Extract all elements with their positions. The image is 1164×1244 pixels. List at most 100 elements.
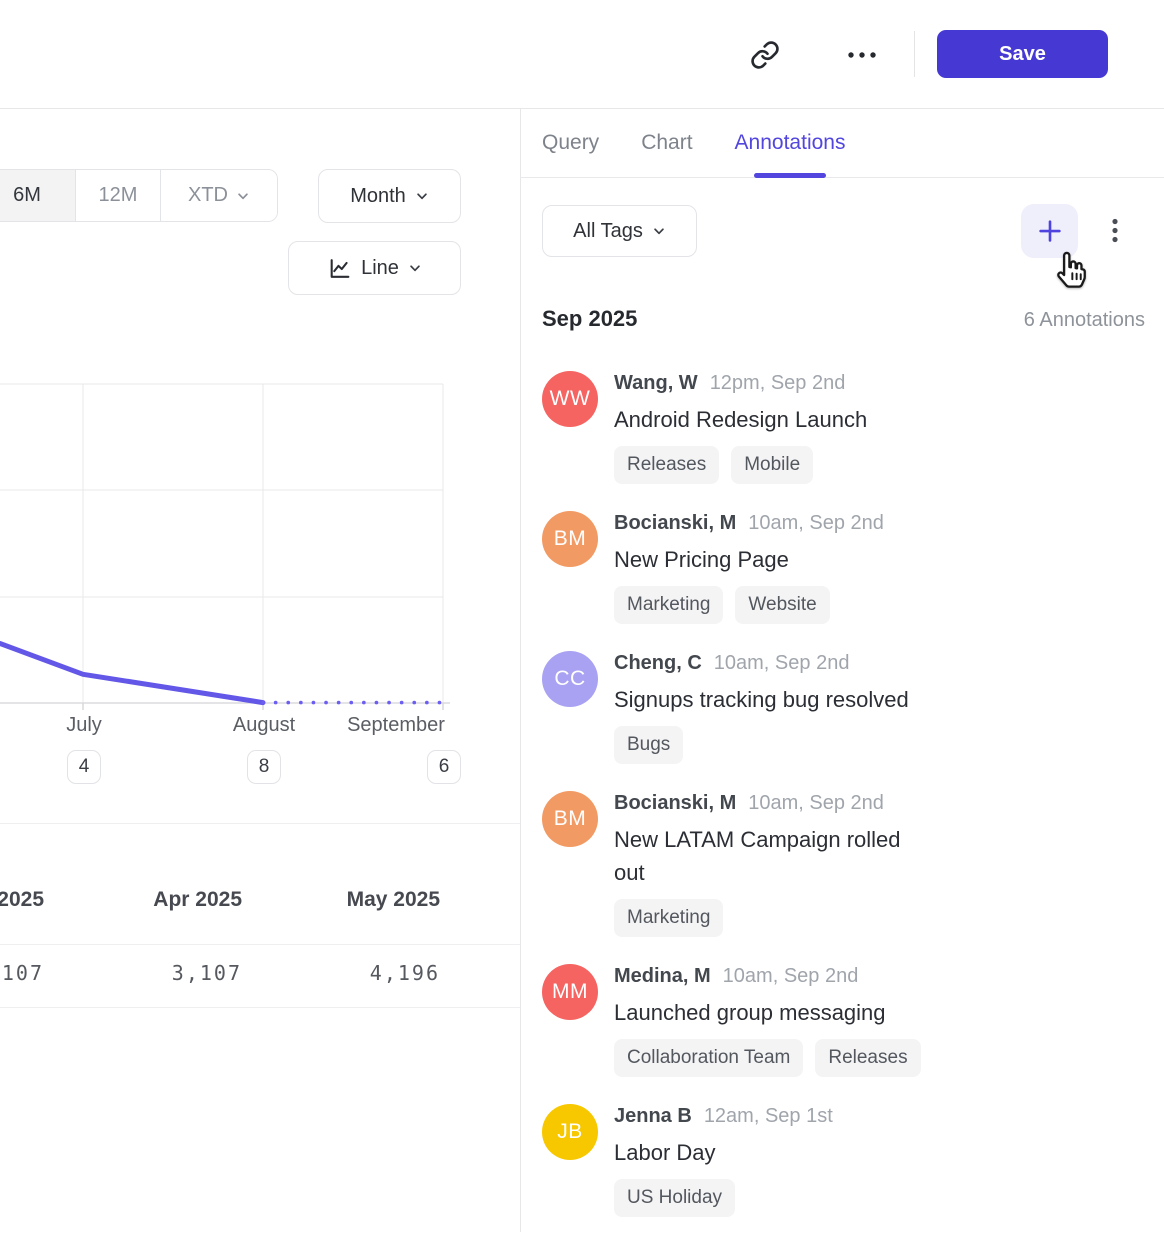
interval-dropdown[interactable]: Month (318, 169, 461, 223)
annotation-head: Bocianski, M 10am, Sep 2nd (614, 511, 1144, 537)
table-header-separator (0, 944, 520, 945)
annotation-author: Wang, W (614, 372, 698, 394)
annotation-timestamp: 10am, Sep 2nd (722, 965, 859, 987)
x-axis-label: July (66, 714, 102, 736)
panel-top-border (0, 108, 1164, 109)
chart-gridlines (0, 383, 444, 703)
annotation-tag[interactable]: US Holiday (614, 1179, 736, 1217)
annotation-title: New Pricing Page (614, 547, 789, 572)
all-tags-dropdown[interactable]: All Tags (542, 205, 697, 257)
annotation-head: Medina, M 10am, Sep 2nd (614, 964, 1144, 990)
chart-type-label: Line (361, 256, 399, 279)
range-button-12m[interactable]: 12M (75, 170, 160, 221)
annotation-tag[interactable]: Mobile (731, 446, 814, 484)
annotation-item[interactable]: BM Bocianski, M 10am, Sep 2nd New Pricing P… (542, 511, 1144, 624)
annotation-item[interactable]: CC Cheng, C 10am, Sep 2nd Signups tracking … (542, 651, 1144, 764)
annotation-body: Bocianski, M 10am, Sep 2nd New Pricing Pag… (614, 511, 1144, 624)
annotation-body: Wang, W 12pm, Sep 2nd Android Redesign Lau… (614, 371, 1144, 484)
annotation-item[interactable]: WW Wang, W 12pm, Sep 2nd Android Redesign L… (542, 371, 1144, 484)
x-axis-labels: July August September (0, 714, 470, 740)
chevron-down-icon (417, 193, 427, 200)
x-axis-label: August (232, 714, 296, 736)
chevron-down-icon (238, 192, 248, 199)
annotations-month-row: Sep 2025 6 Annotations (542, 306, 1145, 332)
panel-divider (520, 108, 521, 1232)
annotation-tag[interactable]: Releases (815, 1039, 921, 1077)
annotation-body: Cheng, C 10am, Sep 2nd Signups tracking bu… (614, 651, 1144, 764)
tabs-row: Query Chart Annotations (521, 109, 1164, 178)
avatar: BM (542, 791, 598, 847)
interval-label: Month (350, 184, 406, 207)
annotation-author: Bocianski, M (614, 512, 737, 534)
annotation-body: Bocianski, M 10am, Sep 2nd New LATAM Campa… (614, 791, 1144, 937)
annotations-count: 6 Annotations (1023, 309, 1145, 331)
copy-link-button[interactable] (748, 38, 782, 72)
annotation-head: Cheng, C 10am, Sep 2nd (614, 651, 1144, 677)
annotation-count-badge[interactable]: 8 (247, 750, 281, 784)
table-column-header: Apr 2025 (153, 888, 242, 911)
annotation-tag[interactable]: Releases (614, 446, 720, 484)
avatar: BM (542, 511, 598, 567)
plus-icon (1038, 220, 1061, 242)
avatar: MM (542, 964, 598, 1020)
annotation-tags: Marketing (614, 899, 1144, 937)
annotation-title: Signups tracking bug resolved (614, 687, 909, 712)
avatar: CC (542, 651, 598, 707)
chart-type-dropdown[interactable]: Line (288, 241, 461, 295)
save-button[interactable]: Save (937, 30, 1108, 78)
annotation-body: Jenna B 12am, Sep 1st Labor Day US Holiday (614, 1104, 1144, 1217)
annotation-author: Cheng, C (614, 652, 702, 674)
annotation-tag[interactable]: Bugs (614, 726, 684, 764)
annotation-count-badges: 4 8 6 (0, 750, 470, 784)
date-range-segmented-control: 6M 12M XTD (0, 169, 278, 222)
annotation-item[interactable]: JB Jenna B 12am, Sep 1st Labor Day US Holida… (542, 1104, 1144, 1217)
annotation-tags: Collaboration Team Releases (614, 1039, 1144, 1077)
annotation-author: Medina, M (614, 965, 711, 987)
avatar: JB (542, 1104, 598, 1160)
ellipsis-icon (848, 52, 876, 58)
line-chart-icon (330, 258, 350, 278)
range-button-xtd[interactable]: XTD (160, 170, 277, 221)
all-tags-label: All Tags (573, 219, 643, 242)
table-column-header: 2025 (0, 888, 44, 911)
annotation-count-badge[interactable]: 4 (67, 750, 101, 784)
chevron-down-icon (654, 228, 664, 235)
annotation-item[interactable]: BM Bocianski, M 10am, Sep 2nd New LATAM Cam… (542, 791, 1144, 937)
annotation-tag[interactable]: Collaboration Team (614, 1039, 804, 1077)
annotation-title: Android Redesign Launch (614, 407, 868, 432)
chevron-down-icon (410, 265, 420, 272)
annotation-title: Labor Day (614, 1140, 716, 1165)
more-options-button[interactable] (845, 44, 879, 66)
annotation-timestamp: 12pm, Sep 2nd (709, 372, 846, 394)
header-divider (914, 31, 915, 77)
tab-annotations[interactable]: Annotations (735, 109, 845, 178)
table-cell-value: 4,196 (369, 961, 440, 985)
annotation-timestamp: 10am, Sep 2nd (748, 792, 884, 814)
annotation-tag[interactable]: Marketing (614, 586, 724, 624)
table-cell-value: 107 (1, 961, 44, 985)
annotation-tag[interactable]: Website (735, 586, 830, 624)
tab-chart[interactable]: Chart (641, 131, 693, 154)
annotation-title: Launched group messaging (614, 1000, 886, 1025)
annotation-head: Jenna B 12am, Sep 1st (614, 1104, 1144, 1130)
annotation-item[interactable]: MM Medina, M 10am, Sep 2nd Launched group m… (542, 964, 1144, 1077)
add-annotation-button[interactable] (1021, 204, 1078, 258)
line-chart (0, 383, 450, 710)
annotation-tags: US Holiday (614, 1179, 1144, 1217)
tab-query[interactable]: Query (542, 131, 600, 154)
annotation-title: New LATAM Campaign rolled out (614, 827, 901, 885)
annotation-tag[interactable]: Marketing (614, 899, 724, 937)
annotation-timestamp: 12am, Sep 1st (703, 1105, 833, 1127)
annotation-count-badge[interactable]: 6 (427, 750, 461, 784)
annotation-tags: Marketing Website (614, 586, 1144, 624)
annotation-tags: Bugs (614, 726, 1144, 764)
annotations-list: WW Wang, W 12pm, Sep 2nd Android Redesign L… (542, 371, 1144, 1244)
table-cell-value: 3,107 (171, 961, 242, 985)
kebab-icon (1112, 218, 1118, 243)
annotation-head: Wang, W 12pm, Sep 2nd (614, 371, 1144, 397)
kebab-menu-button[interactable] (1102, 209, 1128, 253)
range-button-6m[interactable]: 6M (0, 170, 75, 221)
annotation-timestamp: 10am, Sep 2nd (713, 652, 850, 674)
table-top-border (0, 823, 520, 824)
annotation-author: Jenna B (614, 1105, 692, 1127)
